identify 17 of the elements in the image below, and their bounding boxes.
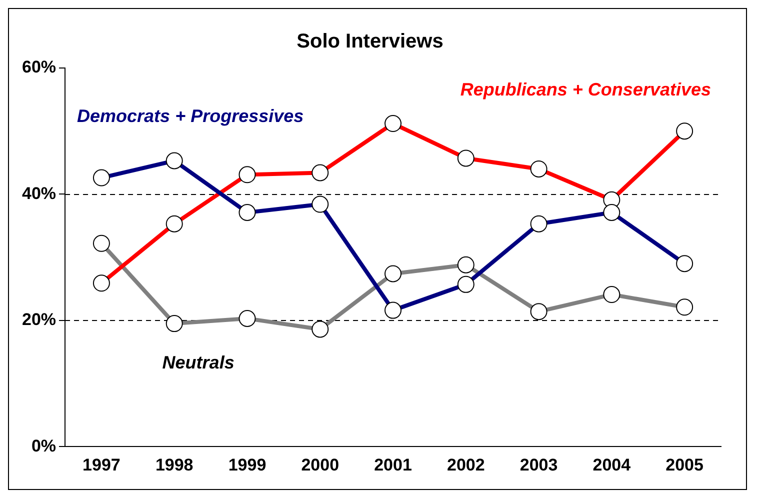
x-tick-label: 1998 bbox=[155, 455, 194, 474]
y-tick-label: 60% bbox=[22, 58, 56, 77]
x-tick-label: 2005 bbox=[666, 455, 704, 474]
x-tick-label: 1997 bbox=[82, 455, 120, 474]
y-tick-label: 40% bbox=[22, 184, 56, 203]
text: Democrats + Progressives bbox=[77, 106, 304, 126]
x-tick-label: 2001 bbox=[374, 455, 412, 474]
x-tick-label: 2000 bbox=[301, 455, 340, 474]
x-tick-label: 1999 bbox=[228, 455, 266, 474]
x-tick-label: 2003 bbox=[520, 455, 558, 474]
chart-title: Solo Interviews bbox=[296, 30, 444, 53]
x-tick-label: 2004 bbox=[592, 455, 632, 474]
y-tick-label: 20% bbox=[22, 310, 56, 330]
series-label: Republicans + Conservatives bbox=[460, 80, 711, 100]
series-label: Neutrals bbox=[162, 352, 234, 372]
x-tick-label: 2002 bbox=[446, 455, 485, 474]
y-tick-label: 0% bbox=[31, 436, 56, 456]
